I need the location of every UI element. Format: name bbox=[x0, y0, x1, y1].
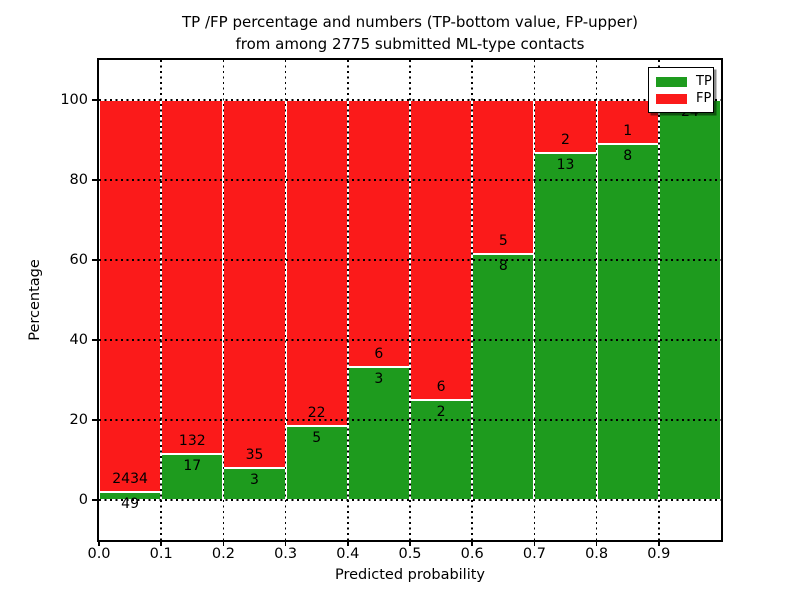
y-tick-mark bbox=[92, 179, 97, 181]
bar-tp-segment bbox=[596, 144, 659, 500]
y-tick-label: 60 bbox=[69, 252, 88, 268]
x-tick-label: 0.4 bbox=[336, 546, 360, 562]
x-tick-label: 0.1 bbox=[149, 546, 173, 562]
bar-tp-segment bbox=[658, 100, 721, 500]
grid-vline bbox=[409, 60, 411, 540]
x-tick-label: 0.5 bbox=[398, 546, 422, 562]
fp-count-label: 35 bbox=[245, 447, 264, 464]
x-tick-label: 0.9 bbox=[647, 546, 671, 562]
tp-count-label: 49 bbox=[121, 496, 140, 513]
grid-vline bbox=[284, 60, 287, 540]
y-tick-label: 40 bbox=[69, 332, 88, 348]
x-tick-label: 0.3 bbox=[274, 546, 298, 562]
grid-vline bbox=[533, 60, 536, 540]
bar-fp-segment bbox=[410, 100, 473, 400]
x-tick-mark bbox=[347, 541, 349, 546]
grid-vline bbox=[595, 60, 598, 540]
y-tick-mark bbox=[92, 99, 97, 101]
y-tick-label: 100 bbox=[60, 92, 88, 108]
tp-count-label: 2 bbox=[436, 404, 446, 420]
fp-count-label: 2 bbox=[561, 132, 570, 149]
grid-vline bbox=[471, 60, 473, 540]
tp-count-label: 17 bbox=[183, 458, 202, 475]
y-tick-label: 0 bbox=[78, 492, 88, 508]
y-tick-label: 20 bbox=[69, 412, 88, 428]
x-tick-label: 0.0 bbox=[87, 546, 111, 562]
bar-fp-segment bbox=[99, 100, 162, 493]
fp-count-label: 6 bbox=[374, 345, 384, 362]
y-tick-mark bbox=[92, 419, 97, 421]
x-tick-label: 0.7 bbox=[522, 546, 546, 562]
tp-count-label: 8 bbox=[623, 148, 633, 165]
grid-vline bbox=[658, 60, 660, 540]
grid-vline bbox=[222, 60, 225, 540]
tp-count-label: 8 bbox=[498, 257, 508, 274]
chart-title-line1: TP /FP percentage and numbers (TP-bottom… bbox=[182, 13, 638, 31]
y-tick-mark bbox=[92, 259, 97, 261]
fp-count-label: 22 bbox=[307, 404, 326, 421]
fp-count-label: 6 bbox=[436, 379, 446, 395]
y-axis-label: Percentage bbox=[27, 259, 43, 341]
bar-fp-segment bbox=[285, 100, 348, 426]
legend: TP FP bbox=[648, 67, 714, 113]
y-tick-mark bbox=[92, 499, 97, 501]
x-tick-mark bbox=[471, 541, 473, 546]
legend-item-fp: FP bbox=[656, 90, 711, 107]
x-tick-label: 0.2 bbox=[211, 546, 235, 562]
tp-count-label: 13 bbox=[556, 157, 575, 174]
x-tick-mark bbox=[98, 541, 100, 546]
chart-title: TP /FP percentage and numbers (TP-bottom… bbox=[99, 11, 721, 55]
y-tick-label: 80 bbox=[69, 172, 88, 188]
tp-count-label: 3 bbox=[374, 370, 384, 387]
x-tick-mark bbox=[284, 541, 287, 546]
bar-fp-segment bbox=[472, 100, 535, 254]
x-axis-label: Predicted probability bbox=[334, 567, 486, 583]
fp-count-label: 132 bbox=[178, 433, 206, 450]
x-tick-mark bbox=[658, 541, 660, 546]
tp-count-label: 3 bbox=[250, 472, 259, 489]
x-tick-mark bbox=[595, 541, 598, 546]
bar-fp-segment bbox=[161, 100, 224, 455]
legend-label-tp: TP bbox=[696, 74, 712, 89]
tp-count-label: 5 bbox=[312, 429, 322, 446]
x-tick-mark bbox=[533, 541, 536, 546]
fp-count-label: 1 bbox=[623, 123, 633, 140]
x-tick-label: 0.6 bbox=[460, 546, 484, 562]
legend-swatch-fp bbox=[656, 93, 687, 104]
y-tick-mark bbox=[92, 339, 97, 341]
grid-vline bbox=[160, 60, 162, 540]
legend-item-tp: TP bbox=[656, 73, 712, 90]
fp-count-label: 2434 bbox=[112, 471, 148, 488]
x-tick-label: 0.8 bbox=[585, 546, 609, 562]
bar-tp-segment bbox=[472, 253, 535, 500]
plot-area: 243449132173532256362582131824 bbox=[99, 60, 721, 540]
legend-swatch-tp bbox=[656, 76, 687, 87]
legend-label-fp: FP bbox=[696, 91, 712, 106]
fp-count-label: 5 bbox=[498, 232, 508, 249]
bar-tp-segment bbox=[534, 153, 597, 500]
chart-title-line2: from among 2775 submitted ML-type contac… bbox=[235, 35, 585, 53]
bar-fp-segment bbox=[347, 100, 410, 367]
x-tick-mark bbox=[222, 541, 225, 546]
bar-fp-segment bbox=[223, 100, 286, 469]
grid-vline bbox=[347, 60, 349, 540]
x-tick-mark bbox=[160, 541, 162, 546]
x-tick-mark bbox=[409, 541, 411, 546]
